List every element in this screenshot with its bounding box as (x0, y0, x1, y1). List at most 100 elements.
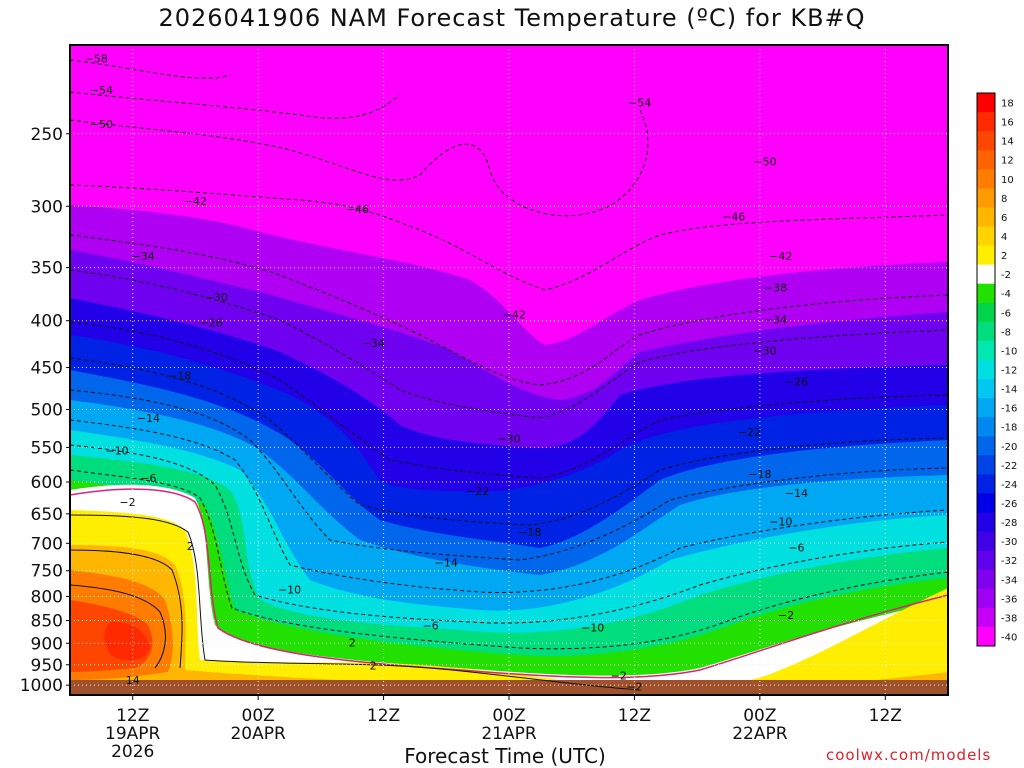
colorbar-segment (977, 531, 995, 552)
colorbar-label: -34 (1001, 575, 1017, 586)
contour-label: −10 (581, 621, 604, 634)
colorbar-segment (977, 550, 995, 571)
contour-label: −58 (85, 53, 108, 66)
x-tick-label: 12Z (116, 706, 149, 726)
colorbar-segment (977, 569, 995, 590)
y-tick-label: 900 (31, 634, 63, 654)
contour-label: −42 (503, 309, 526, 322)
isotherm-line (70, 469, 948, 650)
colorbar-segment (977, 474, 995, 494)
x-tick-label: 12Z (618, 706, 651, 726)
colorbar-label: -32 (1001, 556, 1017, 567)
contour-label: −34 (132, 250, 155, 263)
colorbar-label: -14 (1001, 385, 1017, 396)
credit-link[interactable]: coolwx.com/models (826, 746, 992, 764)
contour-label: −10 (769, 516, 792, 529)
colorbar-segment (977, 169, 995, 189)
colorbar-label: -4 (1001, 289, 1011, 300)
colorbar-label: -40 (1001, 632, 1017, 643)
contour-label: −14 (785, 487, 808, 500)
colorbar-segment (977, 131, 995, 151)
x-tick-date-label: 19APR (105, 724, 161, 744)
isotherm-line (70, 91, 401, 119)
colorbar-segment (977, 588, 995, 609)
colorbar-segment (977, 302, 995, 323)
isotherm-line (70, 419, 948, 593)
colorbar-segment (977, 607, 995, 628)
colorbar: 18 16 14 12 10 8 6 4 2 -2 -4 -6 -8 -10 -12 -14 -16 -18 -20… (976, 92, 1017, 647)
y-tick-label: 300 (31, 197, 63, 217)
y-axis: 2503003504004505005506006507007508008509… (20, 125, 70, 696)
y-tick-label: 1000 (20, 676, 63, 696)
warm-isotherm-line (70, 584, 166, 669)
y-tick-label: 750 (31, 562, 63, 582)
contour-label: −54 (90, 84, 113, 97)
colorbar-segment (977, 512, 995, 533)
contour-label: −2 (778, 609, 794, 622)
colorbar-label: 8 (1001, 194, 1007, 205)
y-tick-label: 550 (31, 438, 63, 458)
band-red-18 (104, 621, 150, 661)
y-tick-label: 650 (31, 505, 63, 525)
contour-label: −10 (105, 444, 128, 457)
contour-label: −42 (184, 195, 207, 208)
contour-label: −30 (497, 433, 520, 446)
ground-strip (70, 680, 948, 695)
contour-label: −54 (628, 96, 651, 109)
colorbar-segment (977, 398, 995, 418)
colorbar-segment (977, 226, 995, 247)
colorbar-segment (977, 626, 995, 647)
contour-label: 2 (370, 660, 377, 673)
y-tick-label: 250 (31, 125, 63, 145)
contour-label: −6 (140, 472, 156, 485)
contour-label: −30 (753, 344, 776, 357)
contour-label: −14 (435, 557, 458, 570)
colorbar-label: -26 (1001, 499, 1017, 510)
colorbar-segment (977, 359, 995, 380)
contour-label: −46 (722, 211, 745, 224)
contour-label: −26 (199, 317, 222, 330)
x-axis-title: Forecast Time (UTC) (404, 744, 606, 768)
contour-label: −2 (626, 680, 642, 693)
colorbar-segment (977, 493, 995, 514)
colorbar-segment (977, 150, 995, 170)
colorbar-segment (977, 340, 995, 361)
warm-isotherm-line (70, 514, 641, 691)
contour-label: −46 (346, 203, 369, 216)
zero-isotherm-line (70, 488, 948, 679)
colorbar-label: -36 (1001, 594, 1017, 605)
colorbar-label: -6 (1001, 308, 1011, 319)
isotherm-line (70, 234, 948, 386)
x-tick-date-label: 21APR (481, 724, 537, 744)
contour-label: −22 (466, 485, 489, 498)
colorbar-label: -18 (1001, 423, 1017, 434)
contour-label: 2 (349, 636, 356, 649)
y-tick-label: 400 (31, 312, 63, 332)
contour-label: 2 (187, 540, 194, 553)
contour-label: −38 (764, 282, 787, 295)
contour-label: −18 (168, 369, 191, 382)
colorbar-label: 10 (1001, 175, 1014, 186)
grid (70, 45, 948, 695)
x-tick-label: 00Z (743, 706, 776, 726)
colorbar-label: 4 (1001, 232, 1007, 243)
contour-labels: −58 −54 −50 −54 −50 −46 −46 −42 −42 −42 −38 −34 −34 −… (85, 53, 809, 694)
colorbar-label: -38 (1001, 613, 1017, 624)
isotherm-line (70, 59, 231, 79)
contour-label: −22 (738, 426, 761, 439)
colorbar-label: 14 (1001, 137, 1014, 148)
colorbar-segment (977, 417, 995, 437)
x-tick-label: 12Z (869, 706, 902, 726)
x-tick-label: 12Z (367, 706, 400, 726)
colorbar-segment (977, 93, 995, 113)
colorbar-label: -2 (1001, 270, 1011, 281)
contour-label: −18 (518, 526, 541, 539)
colorbar-segment (977, 207, 995, 227)
band-green-4 (70, 480, 948, 695)
y-tick-label: 950 (31, 656, 63, 676)
chart-title: 2026041906 NAM Forecast Temperature (ºC)… (158, 4, 866, 32)
colorbar-label: -16 (1001, 404, 1017, 415)
contour-label: −18 (748, 468, 771, 481)
